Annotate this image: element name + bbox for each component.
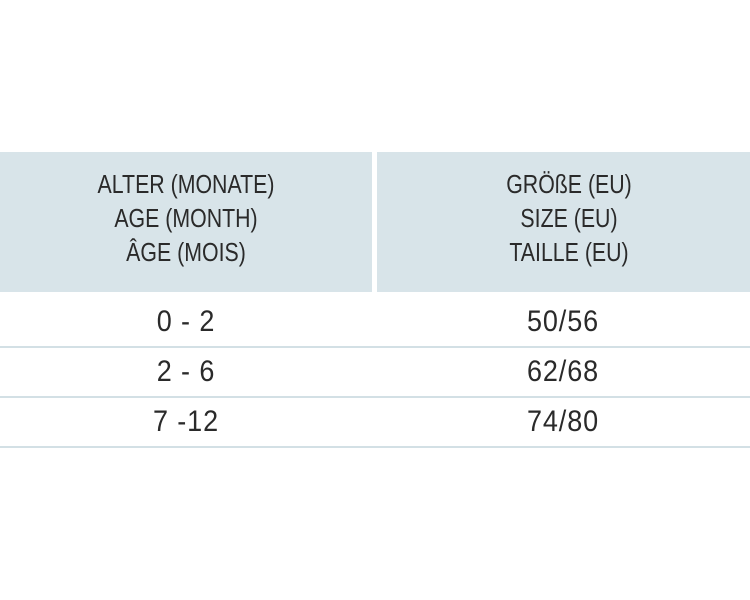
header-line: TAILLE (EU): [509, 237, 629, 267]
row-separator: [0, 396, 750, 398]
table-cell: 62/68: [526, 355, 600, 388]
row-separator: [0, 346, 750, 348]
header-line: ÂGE (MOIS): [126, 237, 246, 267]
header-line: SIZE (EU): [520, 203, 618, 233]
table-cell: 0 - 2: [156, 305, 216, 338]
header-line: ALTER (MONATE): [97, 169, 275, 199]
table-cell: 74/80: [526, 405, 600, 438]
row-separator: [0, 446, 750, 448]
header-line: AGE (MONTH): [114, 203, 258, 233]
table-cell: 50/56: [526, 305, 600, 338]
header-cell: [0, 152, 372, 292]
table-cell: 2 - 6: [156, 355, 216, 388]
header-cell: [377, 152, 750, 292]
header-line: GRÖßE (EU): [506, 169, 632, 199]
table-cell: 7 -12: [152, 405, 220, 438]
